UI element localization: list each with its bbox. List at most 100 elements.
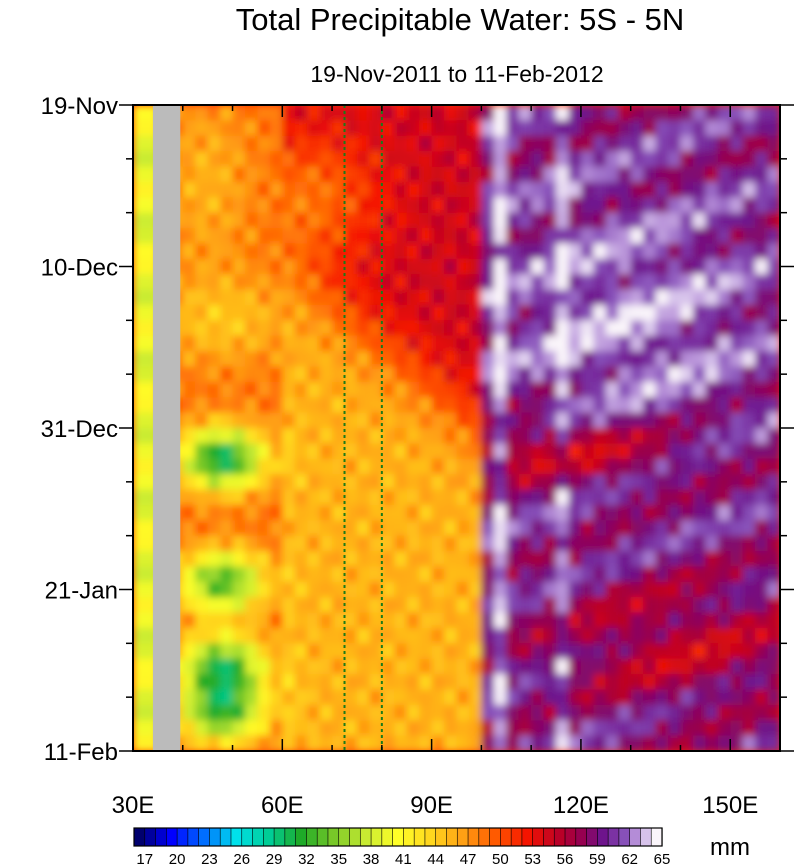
heatmap-cell	[668, 735, 682, 751]
heatmap-cell	[220, 627, 234, 645]
heatmap-cell	[630, 474, 644, 491]
heatmap-cell	[493, 489, 508, 506]
heatmap-cell	[568, 381, 582, 399]
heatmap-cell	[220, 474, 234, 491]
heatmap-cell	[630, 228, 644, 245]
heatmap-cell	[568, 335, 582, 352]
heatmap-cell	[680, 412, 694, 429]
heatmap-cell	[220, 674, 234, 691]
heatmap-cell	[294, 658, 308, 675]
heatmap-cell	[381, 612, 396, 629]
heatmap-cell	[618, 274, 632, 291]
heatmap-cell	[680, 320, 694, 337]
heatmap-cell	[717, 258, 732, 275]
heatmap-cell	[269, 520, 284, 537]
heatmap-cell	[705, 658, 719, 675]
heatmap-cell	[332, 520, 346, 537]
heatmap-cell	[232, 643, 246, 660]
heatmap-cell	[207, 704, 221, 722]
heatmap-cell	[244, 658, 259, 675]
heatmap-cell	[506, 258, 520, 275]
heatmap-cell	[344, 566, 358, 583]
heatmap-cell	[269, 643, 284, 660]
heatmap-cell	[431, 304, 445, 322]
heatmap-cell	[294, 612, 308, 629]
heatmap-cell	[195, 720, 209, 737]
heatmap-cell	[755, 335, 769, 352]
heatmap-cell	[220, 520, 234, 537]
heatmap-cell	[556, 489, 570, 506]
heatmap-cell	[182, 274, 197, 291]
heatmap-cell	[220, 335, 234, 352]
heatmap-cell	[593, 428, 607, 445]
heatmap-cell	[294, 320, 308, 337]
heatmap-cell	[593, 351, 607, 368]
heatmap-cell	[506, 274, 520, 291]
heatmap-cell	[643, 551, 657, 568]
colorbar-swatch	[155, 827, 167, 847]
heatmap-cell	[556, 243, 570, 260]
heatmap-cell	[419, 428, 433, 445]
heatmap-cell	[531, 320, 545, 337]
heatmap-cell	[394, 597, 408, 614]
heatmap-cell	[605, 612, 620, 629]
heatmap-cell	[481, 504, 495, 522]
heatmap-cell	[556, 351, 570, 368]
heatmap-cell	[668, 474, 682, 491]
heatmap-cell	[580, 274, 595, 291]
heatmap-cell	[307, 258, 321, 275]
heatmap-cell	[493, 212, 508, 229]
heatmap-cell	[269, 674, 284, 691]
heatmap-cell	[232, 474, 246, 491]
heatmap-cell	[431, 181, 445, 199]
heatmap-cell	[319, 258, 333, 275]
heatmap-cell	[605, 397, 620, 414]
heatmap-cell	[406, 443, 420, 460]
heatmap-cell	[742, 581, 756, 598]
heatmap-cell	[506, 397, 520, 414]
heatmap-cell	[307, 397, 321, 414]
heatmap-cell	[755, 612, 769, 629]
heatmap-cell	[444, 212, 458, 229]
heatmap-cell	[269, 720, 284, 737]
heatmap-cell	[307, 689, 321, 706]
colorbar-swatch	[575, 827, 588, 847]
heatmap-cell	[182, 151, 197, 168]
heatmap-cell	[717, 735, 732, 751]
heatmap-cell	[232, 105, 246, 122]
heatmap-cell	[531, 674, 545, 691]
heatmap-cell	[730, 320, 744, 337]
heatmap-cell	[692, 181, 707, 199]
heatmap-cell	[543, 228, 557, 245]
heatmap-cell	[493, 612, 508, 629]
heatmap-cell	[730, 458, 744, 475]
heatmap-cell	[506, 228, 520, 245]
heatmap-cell	[668, 366, 682, 383]
heatmap-cell	[655, 289, 669, 306]
heatmap-cell	[668, 320, 682, 337]
heatmap-cell	[680, 689, 694, 706]
heatmap-cell	[755, 504, 769, 522]
heatmap-cell	[481, 381, 495, 399]
heatmap-cell	[369, 520, 383, 537]
heatmap-cell	[630, 397, 644, 414]
heatmap-cell	[580, 720, 595, 737]
heatmap-cell	[692, 351, 707, 368]
heatmap-cell	[381, 551, 396, 568]
heatmap-cell	[556, 151, 570, 168]
heatmap-cell	[717, 689, 732, 706]
heatmap-cell	[593, 197, 607, 214]
heatmap-cell	[568, 720, 582, 737]
heatmap-cell	[630, 166, 644, 183]
heatmap-cell	[767, 443, 780, 460]
heatmap-cell	[556, 520, 570, 537]
heatmap-cell	[468, 412, 483, 429]
heatmap-cell	[630, 720, 644, 737]
heatmap-cell	[481, 151, 495, 168]
heatmap-cell	[655, 197, 669, 214]
heatmap-cell	[394, 704, 408, 722]
heatmap-cell	[220, 151, 234, 168]
heatmap-cell	[730, 397, 744, 414]
heatmap-cell	[692, 658, 707, 675]
heatmap-cell	[232, 258, 246, 275]
